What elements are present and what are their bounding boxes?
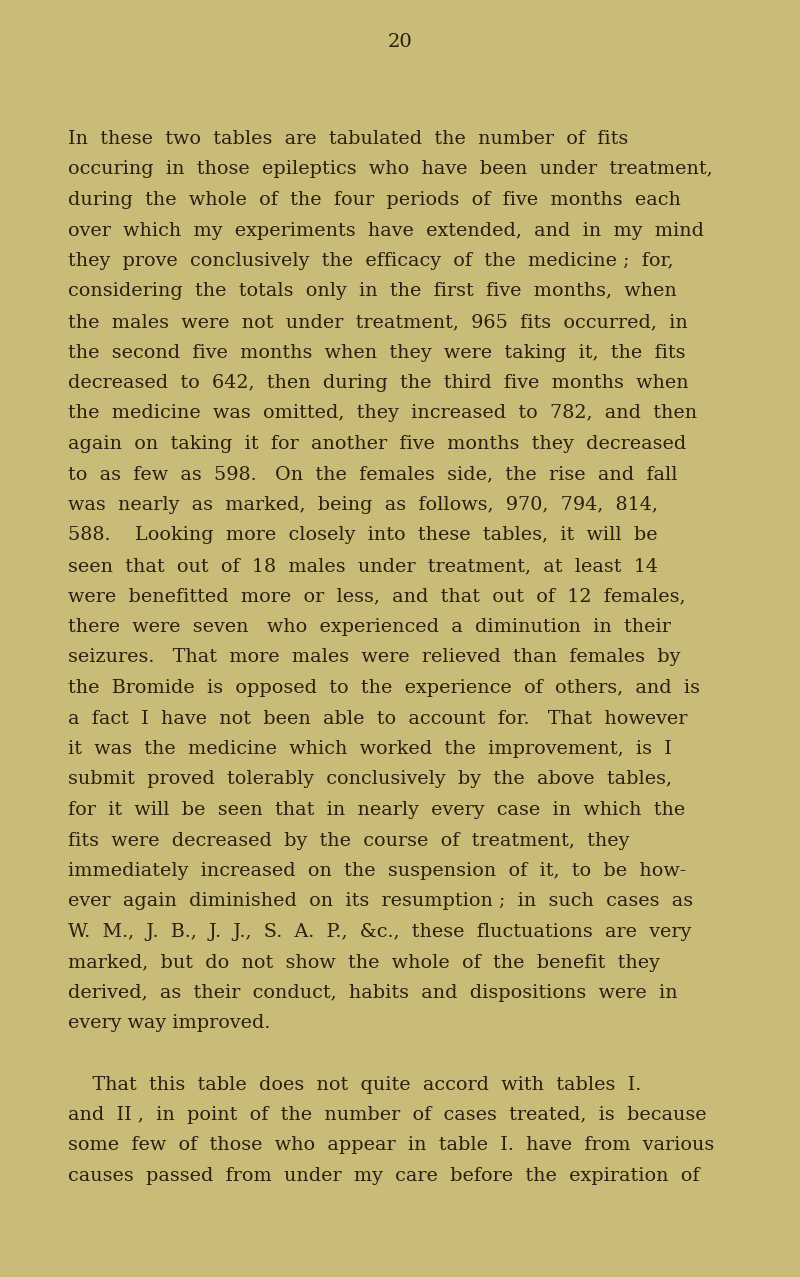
Text: for  it  will  be  seen  that  in  nearly  every  case  in  which  the: for it will be seen that in nearly every… xyxy=(68,801,686,819)
Text: it  was  the  medicine  which  worked  the  improvement,  is  I: it was the medicine which worked the imp… xyxy=(68,739,672,759)
Text: 588.    Looking  more  closely  into  these  tables,  it  will  be: 588. Looking more closely into these tab… xyxy=(68,526,658,544)
Text: the  medicine  was  omitted,  they  increased  to  782,  and  then: the medicine was omitted, they increased… xyxy=(68,405,697,423)
Text: 20: 20 xyxy=(388,33,412,51)
Text: during  the  whole  of  the  four  periods  of  five  months  each: during the whole of the four periods of … xyxy=(68,192,681,209)
Text: That  this  table  does  not  quite  accord  with  tables  I.: That this table does not quite accord wi… xyxy=(68,1075,642,1093)
Text: the  males  were  not  under  treatment,  965  fits  occurred,  in: the males were not under treatment, 965 … xyxy=(68,313,688,331)
Text: was  nearly  as  marked,  being  as  follows,  970,  794,  814,: was nearly as marked, being as follows, … xyxy=(68,495,658,515)
Text: decreased  to  642,  then  during  the  third  five  months  when: decreased to 642, then during the third … xyxy=(68,374,689,392)
Text: again  on  taking  it  for  another  five  months  they  decreased: again on taking it for another five mont… xyxy=(68,435,686,453)
Text: over  which  my  experiments  have  extended,  and  in  my  mind: over which my experiments have extended,… xyxy=(68,221,704,240)
Text: derived,  as  their  conduct,  habits  and  dispositions  were  in: derived, as their conduct, habits and di… xyxy=(68,985,678,1002)
Text: were  benefitted  more  or  less,  and  that  out  of  12  females,: were benefitted more or less, and that o… xyxy=(68,587,686,605)
Text: W.  M.,  J.  B.,  J.  J.,  S.  A.  P.,  &c.,  these  fluctuations  are  very: W. M., J. B., J. J., S. A. P., &c., thes… xyxy=(68,923,691,941)
Text: there  were  seven   who  experienced  a  diminution  in  their: there were seven who experienced a dimin… xyxy=(68,618,671,636)
Text: the  Bromide  is  opposed  to  the  experience  of  others,  and  is: the Bromide is opposed to the experience… xyxy=(68,679,700,697)
Text: submit  proved  tolerably  conclusively  by  the  above  tables,: submit proved tolerably conclusively by … xyxy=(68,770,672,788)
Text: they  prove  conclusively  the  efficacy  of  the  medicine ;  for,: they prove conclusively the efficacy of … xyxy=(68,252,674,269)
Text: some  few  of  those  who  appear  in  table  I.  have  from  various: some few of those who appear in table I.… xyxy=(68,1137,714,1154)
Text: fits  were  decreased  by  the  course  of  treatment,  they: fits were decreased by the course of tre… xyxy=(68,831,630,849)
Text: immediately  increased  on  the  suspension  of  it,  to  be  how-: immediately increased on the suspension … xyxy=(68,862,686,880)
Text: seizures.   That  more  males  were  relieved  than  females  by: seizures. That more males were relieved … xyxy=(68,649,680,667)
Text: to  as  few  as  598.   On  the  females  side,  the  rise  and  fall: to as few as 598. On the females side, t… xyxy=(68,466,678,484)
Text: occuring  in  those  epileptics  who  have  been  under  treatment,: occuring in those epileptics who have be… xyxy=(68,161,713,179)
Text: ever  again  diminished  on  its  resumption ;  in  such  cases  as: ever again diminished on its resumption … xyxy=(68,893,693,911)
Text: every way improved.: every way improved. xyxy=(68,1014,270,1033)
Text: seen  that  out  of  18  males  under  treatment,  at  least  14: seen that out of 18 males under treatmen… xyxy=(68,557,658,575)
Text: marked,  but  do  not  show  the  whole  of  the  benefit  they: marked, but do not show the whole of the… xyxy=(68,954,660,972)
Text: causes  passed  from  under  my  care  before  the  expiration  of: causes passed from under my care before … xyxy=(68,1167,699,1185)
Text: the  second  five  months  when  they  were  taking  it,  the  fits: the second five months when they were ta… xyxy=(68,344,686,361)
Text: considering  the  totals  only  in  the  first  five  months,  when: considering the totals only in the first… xyxy=(68,282,677,300)
Text: In  these  two  tables  are  tabulated  the  number  of  fits: In these two tables are tabulated the nu… xyxy=(68,130,628,148)
Text: a  fact  I  have  not  been  able  to  account  for.   That  however: a fact I have not been able to account f… xyxy=(68,710,687,728)
Text: and  II ,  in  point  of  the  number  of  cases  treated,  is  because: and II , in point of the number of cases… xyxy=(68,1106,706,1124)
